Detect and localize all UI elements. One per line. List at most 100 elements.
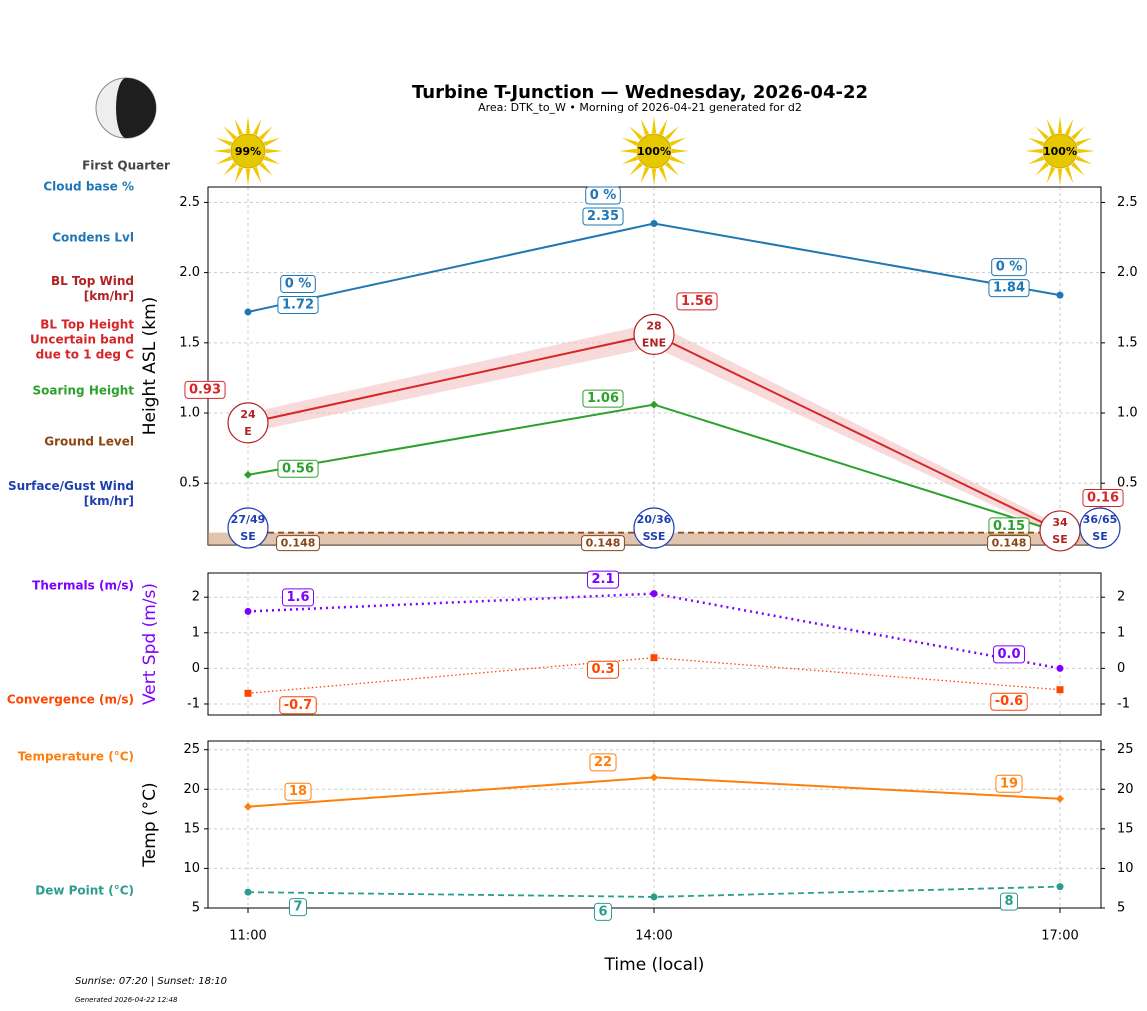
sun-ray <box>223 126 237 140</box>
value-label-box <box>581 535 625 552</box>
value-label-box <box>281 588 315 607</box>
sun-ray <box>1077 148 1095 154</box>
sun-ray <box>234 118 244 136</box>
value-label-box <box>288 898 308 917</box>
value-label-box <box>589 753 617 772</box>
wind-direction: SSE <box>643 530 666 543</box>
y-axis-label: Vert Spd (m/s) <box>140 583 160 705</box>
value-label: 7 <box>293 900 302 915</box>
value-label-box <box>586 570 620 589</box>
y-tick-label: 2.0 <box>179 265 200 280</box>
point <box>650 220 658 228</box>
point <box>650 654 658 662</box>
sun-ray <box>259 126 273 140</box>
y2-tick-label: 15 <box>1117 821 1134 836</box>
value-label: 18 <box>289 784 307 799</box>
sun-ray <box>658 166 668 184</box>
wind-direction: ENE <box>642 336 666 349</box>
wind-circle <box>227 507 269 549</box>
point <box>650 590 658 598</box>
y-tick-label: 0.5 <box>179 476 200 491</box>
sun-ray <box>223 162 237 176</box>
wind-speed: 27/49 <box>231 513 266 526</box>
y-tick-label: 2 <box>192 590 200 605</box>
value-label-box <box>990 692 1028 711</box>
wind-direction: SE <box>1052 533 1067 546</box>
point <box>244 888 252 896</box>
sun-ray <box>1064 118 1074 136</box>
point <box>244 607 252 615</box>
series-name: Convergence (m/s) <box>6 692 134 707</box>
value-label: 0.148 <box>992 537 1027 550</box>
sun-ray <box>1027 137 1045 147</box>
y-tick-label: 25 <box>183 742 200 757</box>
series-name: BL Top Height Uncertain band due to 1 de… <box>30 317 134 362</box>
value-label-box <box>277 295 319 314</box>
point <box>650 773 658 782</box>
sun-ray <box>252 118 262 136</box>
sun-ray <box>1027 155 1045 165</box>
sun-percent: 99% <box>235 145 261 158</box>
value-label: 0.15 <box>993 519 1025 534</box>
value-label-box <box>988 279 1030 298</box>
value-label: 2.35 <box>587 209 619 224</box>
y2-tick-label: 2 <box>1117 590 1125 605</box>
y-tick-label: 1 <box>192 625 200 640</box>
chart-subtitle: Area: DTK_to_W • Morning of 2026-04-21 g… <box>478 101 802 114</box>
value-label: 2.1 <box>591 572 614 587</box>
value-label: 1.06 <box>587 391 619 406</box>
sun-percent: 100% <box>1043 145 1077 158</box>
y-tick-label: 20 <box>183 782 200 797</box>
value-label: 0.93 <box>189 382 221 397</box>
sun-ray <box>1025 148 1043 154</box>
sun-disc <box>636 133 672 169</box>
point <box>244 470 252 479</box>
y-tick-label: 0 <box>192 661 200 676</box>
series-name: Thermals (m/s) <box>32 578 134 593</box>
value-label-box <box>1082 488 1124 507</box>
sun-ray <box>1071 126 1085 140</box>
value-label: 6 <box>598 904 607 919</box>
value-label: 0 % <box>996 260 1023 275</box>
wind-speed: 34 <box>1052 516 1068 529</box>
x-axis-label: Time (local) <box>604 955 705 975</box>
y2-tick-label: 5 <box>1117 901 1125 916</box>
sun-ray <box>1046 166 1056 184</box>
wind-direction: SE <box>1092 530 1107 543</box>
value-label: 8 <box>1004 894 1013 909</box>
series-name: Soaring Height <box>32 383 135 398</box>
sun-ray <box>619 148 637 154</box>
y2-tick-label: 2.0 <box>1117 265 1138 280</box>
moon-phase: First Quarter <box>82 159 170 173</box>
y-tick-label: 1.0 <box>179 406 200 421</box>
point <box>1056 664 1064 672</box>
series-name: Condens Lvl <box>52 230 134 245</box>
sun-ray <box>263 137 281 147</box>
y-tick-label: 1.5 <box>179 335 200 350</box>
y2-tick-label: 1 <box>1117 625 1125 640</box>
wind-speed: 36/65 <box>1083 513 1118 526</box>
y2-tick-label: 0 <box>1117 661 1125 676</box>
y-axis-label: Height ASL (km) <box>140 297 160 436</box>
value-label-box <box>593 902 613 921</box>
sun-ray <box>669 137 687 147</box>
sun-ray <box>1064 166 1074 184</box>
value-label: 1.72 <box>282 297 314 312</box>
series-name: Surface/Gust Wind [km/hr] <box>8 479 134 508</box>
value-label-box <box>184 380 226 399</box>
series-line <box>247 885 1061 898</box>
sun-ray <box>621 137 639 147</box>
wind-circle <box>633 313 675 356</box>
point <box>244 802 252 811</box>
sun-ray <box>1057 168 1063 186</box>
series-name: BL Top Wind [km/hr] <box>50 274 134 303</box>
point <box>1056 794 1064 803</box>
value-label: 1.6 <box>286 590 309 605</box>
footer-sun: Sunrise: 07:20 | Sunset: 18:10 <box>75 976 227 987</box>
sun-disc <box>1042 133 1078 169</box>
chart-title: Turbine T-Junction — Wednesday, 2026-04-… <box>412 82 868 103</box>
sun-ray <box>640 118 650 136</box>
wind-direction: E <box>244 425 252 438</box>
sun-ray <box>263 155 281 165</box>
